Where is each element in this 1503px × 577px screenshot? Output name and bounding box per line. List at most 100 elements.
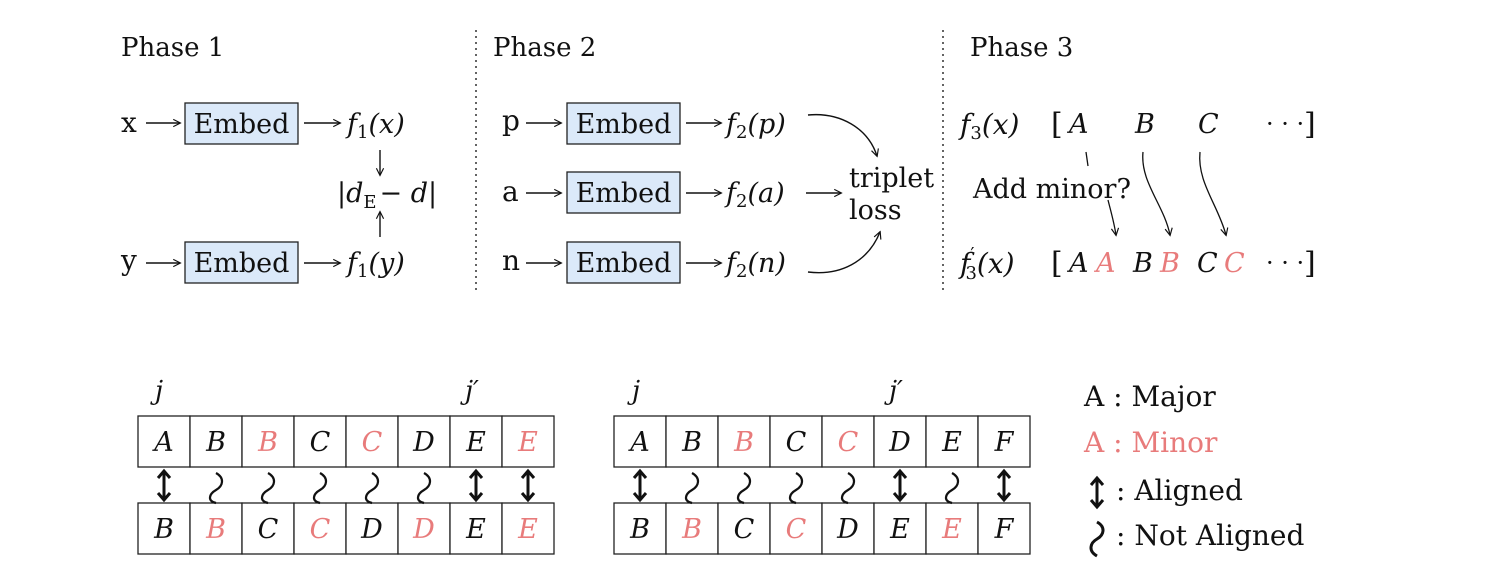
aligned-arrow-icon — [158, 471, 170, 500]
embed-label: Embed — [576, 109, 672, 140]
aligned-arrow-icon — [1091, 478, 1103, 507]
aligned-arrow-icon — [522, 471, 534, 500]
aligned-arrow-icon — [998, 471, 1010, 500]
token-major: B — [205, 427, 226, 458]
token-major: E — [889, 514, 910, 545]
token-minor: B — [733, 427, 754, 458]
ellipsis: · · · — [1266, 110, 1304, 138]
token-minor: E — [517, 514, 538, 545]
token-major: A — [627, 427, 650, 458]
token-minor: B — [257, 427, 278, 458]
input-a: a — [502, 175, 519, 208]
token-minor: C — [1224, 248, 1245, 279]
phase-1: x Embed f1(x) |dE − d| y Embed f1(y) — [120, 103, 437, 283]
token-major: C — [786, 427, 807, 458]
aligned-arrow-icon — [894, 471, 906, 500]
token-B: B — [1134, 109, 1155, 140]
curved-arrow — [1200, 152, 1226, 235]
add-minor-label: Add minor? — [972, 174, 1131, 205]
token-major: E — [465, 427, 486, 458]
token-minor: E — [517, 427, 538, 458]
close-bracket: ] — [1304, 107, 1316, 142]
token-major: D — [412, 427, 435, 458]
token-major: D — [836, 514, 859, 545]
legend-minor: A : Minor — [1083, 426, 1218, 459]
index-j: j — [150, 376, 163, 406]
squiggle-icon — [1091, 522, 1103, 556]
embed-label: Embed — [576, 178, 672, 209]
token-minor: D — [412, 514, 435, 545]
input-x: x — [121, 106, 137, 139]
squiggle-icon — [738, 473, 750, 503]
token-minor: C — [786, 514, 807, 545]
f2-n: f2(n) — [724, 248, 786, 282]
squiggle-icon — [686, 473, 698, 503]
phase-1-title: Phase 1 — [121, 33, 224, 63]
f3-x: f3(x) — [958, 108, 1019, 144]
triplet-loss-line1: triplet — [849, 163, 934, 194]
close-bracket: ] — [1304, 246, 1316, 281]
phase-3-title: Phase 3 — [970, 33, 1073, 63]
token-minor: A — [1093, 248, 1116, 279]
squiggle-icon — [314, 473, 326, 503]
curved-arrow — [1108, 200, 1116, 235]
embed-label: Embed — [576, 248, 672, 279]
index-j: j — [627, 376, 640, 406]
token-major: C — [1197, 248, 1218, 279]
open-bracket: [ — [1051, 107, 1063, 142]
embed-label: Embed — [194, 248, 290, 279]
open-bracket: [ — [1051, 246, 1063, 281]
input-p: p — [502, 104, 520, 137]
token-major: B — [153, 514, 174, 545]
token-minor: B — [681, 514, 702, 545]
ellipsis: · · · — [1266, 249, 1304, 277]
aligned-arrow-icon — [470, 471, 482, 500]
token-minor: B — [205, 514, 226, 545]
token-major: E — [941, 427, 962, 458]
legend-major: A : Major — [1083, 380, 1216, 413]
index-j-prime: j′ — [884, 376, 903, 406]
token-A: A — [1066, 109, 1089, 140]
phase-3: f3(x) [ A B C · · · ] Add minor? f′ 3(x) … — [958, 107, 1316, 284]
triplet-loss-line2: loss — [849, 195, 902, 226]
index-j-prime: j′ — [460, 376, 479, 406]
alignment-example-right: j j′ A B B C C D E FB B C C D E E F — [614, 376, 1030, 554]
token-minor: E — [941, 514, 962, 545]
token-minor: C — [838, 427, 859, 458]
alignment-example-left: j j′ A B B C C D E EB B C C D D E E — [138, 376, 554, 554]
token-major: B — [681, 427, 702, 458]
curved-arrow — [1143, 152, 1170, 235]
distance-term: |dE − d| — [337, 178, 437, 213]
legend-aligned: : Aligned — [1116, 474, 1243, 507]
token-minor: C — [362, 427, 383, 458]
token-major: F — [994, 514, 1015, 545]
squiggle-icon — [418, 473, 430, 503]
token-major: B — [1132, 248, 1153, 279]
aligned-arrow-icon — [634, 471, 646, 500]
squiggle-icon — [842, 473, 854, 503]
augmented-tokens: A A B B C C — [1066, 248, 1245, 279]
token-major: D — [360, 514, 383, 545]
f2-a: f2(a) — [724, 178, 785, 212]
legend: A : Major A : Minor : Aligned : Not Alig… — [1083, 380, 1305, 556]
embed-label: Embed — [194, 109, 290, 140]
token-major: C — [258, 514, 279, 545]
squiggle-icon — [790, 473, 802, 503]
f2-p: f2(p) — [724, 109, 786, 143]
input-y: y — [120, 244, 137, 277]
token-minor: B — [1159, 248, 1180, 279]
phase-2: p Embed f2(p) a Embed f2(a) n Embed f2(n… — [502, 103, 934, 283]
phase-2-title: Phase 2 — [493, 33, 596, 63]
f1-x: f1(x) — [345, 109, 405, 143]
squiggle-icon — [366, 473, 378, 503]
token-major: E — [465, 514, 486, 545]
token-major: D — [888, 427, 911, 458]
curved-arrow — [808, 115, 877, 156]
token-major: F — [994, 427, 1015, 458]
token-major: A — [151, 427, 174, 458]
f3-prime-x: f′ 3(x) — [958, 244, 1015, 284]
squiggle-icon — [210, 473, 222, 503]
token-major: A — [1066, 248, 1089, 279]
